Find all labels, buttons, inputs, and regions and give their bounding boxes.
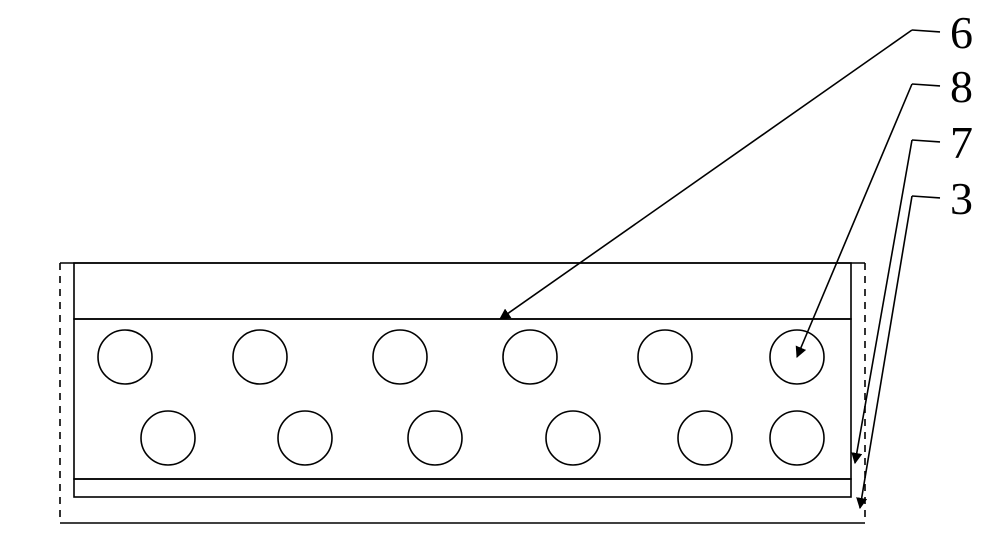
callout-label-7: 7 [950,117,973,168]
callout-label-3: 3 [950,173,973,224]
callout-label-6: 6 [950,7,973,58]
callout-label-8: 8 [950,61,973,112]
technical-diagram: 6873 [0,0,1000,542]
